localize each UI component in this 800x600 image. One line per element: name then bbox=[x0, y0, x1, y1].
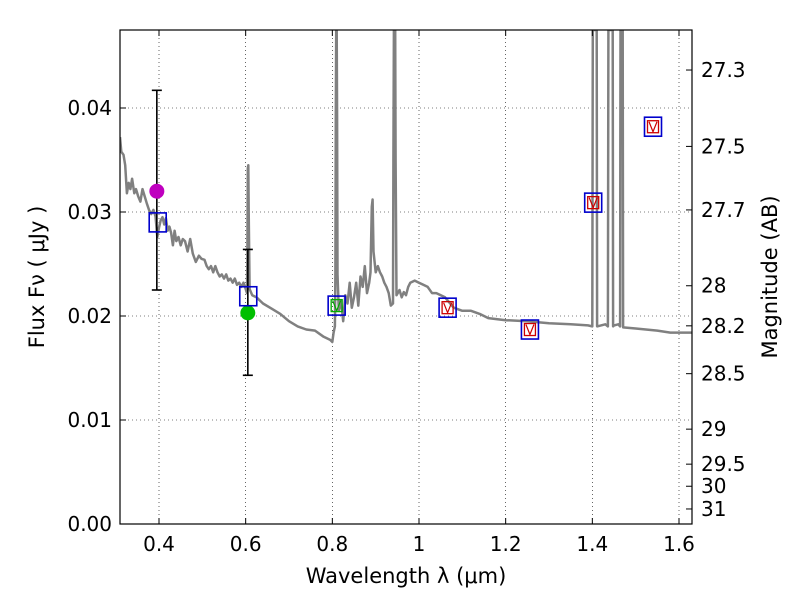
right-tick-label: 27.3 bbox=[701, 58, 746, 82]
model-photometry-point bbox=[327, 295, 346, 316]
right-tick-label: 31 bbox=[701, 497, 726, 521]
y-tick-label: 0.03 bbox=[67, 200, 112, 224]
sed-model-line bbox=[120, 30, 692, 344]
x-tick-label: 1 bbox=[413, 532, 426, 556]
y-axis-label: Flux Fν ( μJy ) bbox=[25, 206, 49, 349]
y-tick-label: 0.02 bbox=[67, 304, 112, 328]
y-tick-label: 0.04 bbox=[67, 96, 112, 120]
x-tick-label: 0.8 bbox=[316, 532, 348, 556]
x-tick-label: 1.6 bbox=[663, 532, 695, 556]
observed-point bbox=[149, 183, 165, 199]
upper-limit-arrow bbox=[525, 324, 535, 337]
x-tick-label: 1.4 bbox=[576, 532, 608, 556]
right-tick-label: 29 bbox=[701, 417, 726, 441]
model-photometry-point bbox=[438, 297, 457, 318]
model-photometry-point bbox=[520, 319, 540, 340]
upper-limit-arrow bbox=[648, 121, 658, 134]
plot-frame bbox=[119, 29, 693, 525]
right-tick-label: 28 bbox=[701, 274, 726, 298]
observed-point bbox=[240, 305, 256, 321]
right-tick-label: 30 bbox=[701, 474, 726, 498]
right-axis-label: Magnitude (AB) bbox=[758, 195, 782, 358]
x-tick-label: 1.2 bbox=[490, 532, 522, 556]
right-tick-label: 27.7 bbox=[701, 198, 746, 222]
upper-limit-arrow bbox=[332, 300, 342, 313]
x-axis-label: Wavelength λ (μm) bbox=[306, 564, 507, 588]
upper-limit-arrow bbox=[443, 302, 453, 315]
right-tick-label: 28.5 bbox=[701, 362, 746, 386]
model-photometry-point bbox=[643, 116, 663, 138]
model-photometry-point bbox=[238, 285, 258, 307]
x-tick-label: 0.4 bbox=[143, 532, 175, 556]
upper-limit-arrow bbox=[588, 197, 598, 210]
right-tick-label: 27.5 bbox=[701, 134, 746, 158]
right-tick-label: 29.5 bbox=[701, 452, 746, 476]
plot-area bbox=[120, 30, 692, 377]
model-photometry-point bbox=[148, 212, 167, 233]
x-tick-label: 0.6 bbox=[230, 532, 262, 556]
axis-ticks: 0.4 0.6 0.8 1 1.2 1.4 1.6 0.00 0.01 0.02 0.03 0.04 2… bbox=[67, 30, 746, 556]
right-tick-label: 28.2 bbox=[701, 314, 746, 338]
y-tick-label: 0.01 bbox=[67, 408, 112, 432]
model-photometry-point bbox=[583, 192, 603, 213]
y-tick-label: 0.00 bbox=[67, 512, 112, 536]
